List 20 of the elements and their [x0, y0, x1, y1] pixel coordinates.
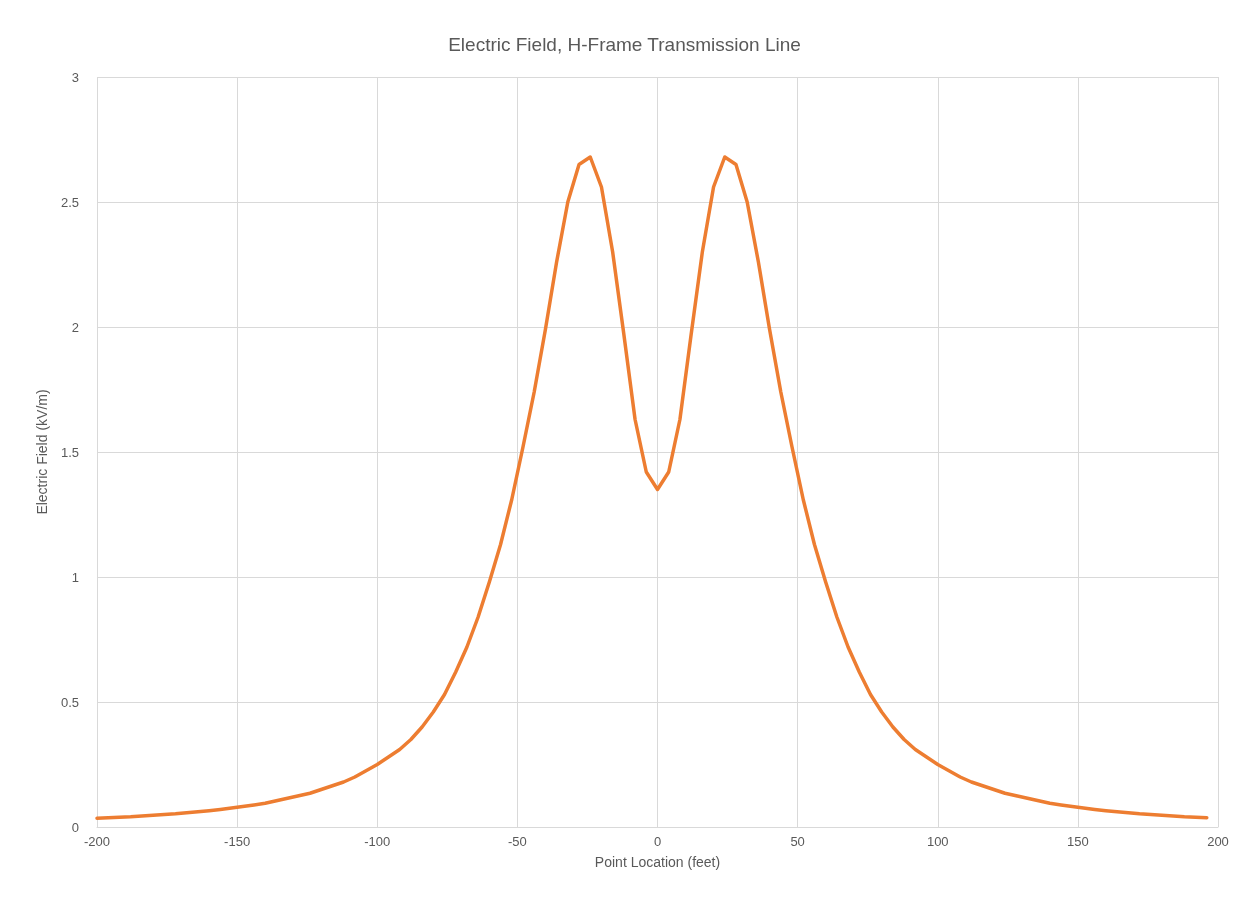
- x-tick-label: 50: [790, 834, 805, 849]
- y-tick-label: 1: [71, 569, 79, 585]
- x-tick-label: 150: [1067, 834, 1089, 849]
- x-tick-label: 200: [1207, 834, 1229, 849]
- y-tick-label: 2: [71, 319, 79, 335]
- line-series: [95, 155, 1209, 820]
- y-axis-title: Electric Field (kV/m): [34, 389, 50, 515]
- y-tick-label: 2.5: [60, 194, 79, 210]
- x-tick-label: -200: [83, 834, 111, 849]
- y-tick-label: 1.5: [60, 444, 79, 460]
- x-tick-label: -100: [364, 834, 391, 849]
- x-tick-label: 100: [926, 834, 949, 849]
- chart-title: Electric Field, H-Frame Transmission Line: [448, 34, 801, 55]
- y-tick-label: 0.5: [60, 694, 79, 710]
- x-axis-title: Point Location (feet): [594, 854, 721, 870]
- x-tick-label: -150: [224, 834, 251, 849]
- y-tick-label: 3: [71, 69, 79, 85]
- x-tick-label: 0: [653, 834, 662, 849]
- x-tick-label: -50: [507, 834, 527, 849]
- y-tick-label: 0: [71, 819, 79, 835]
